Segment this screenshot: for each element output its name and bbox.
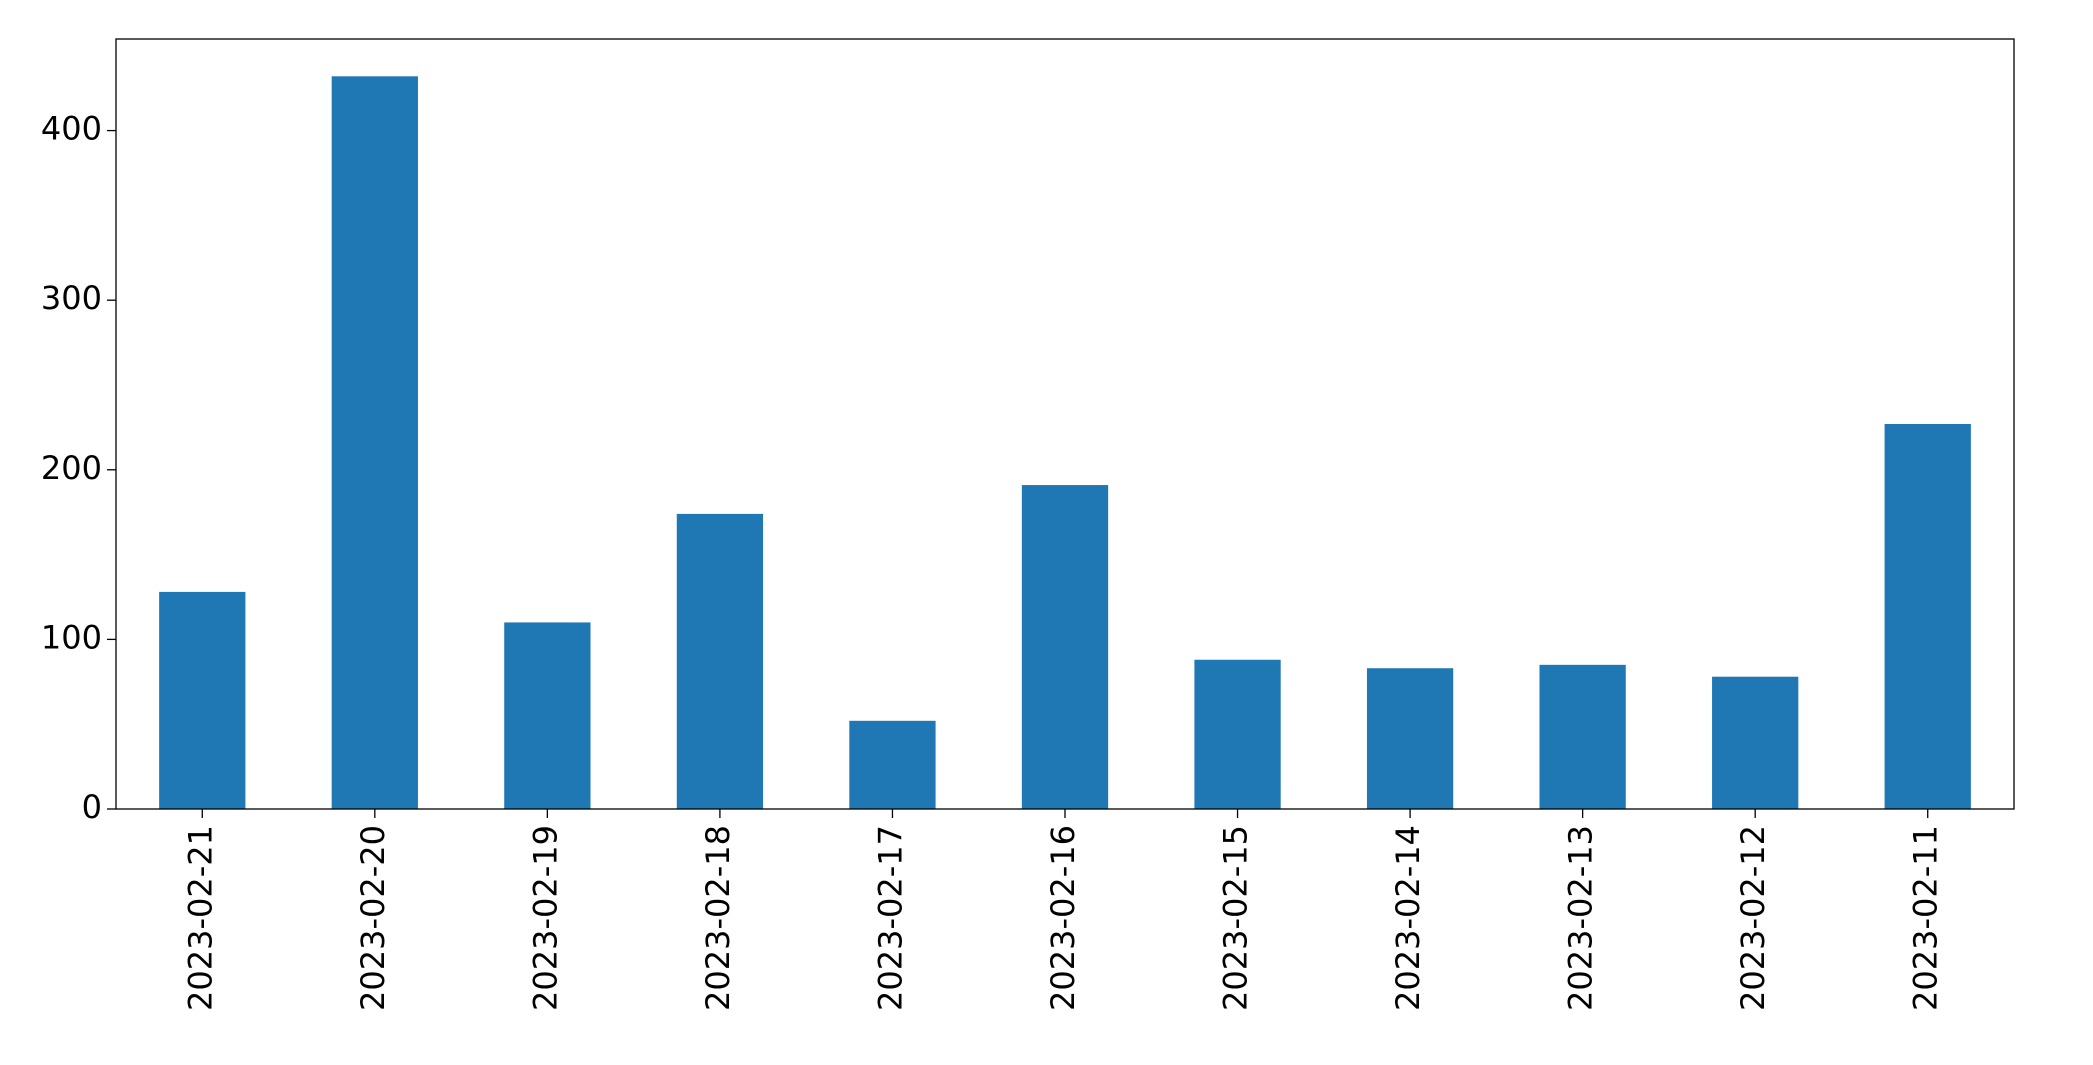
bar bbox=[849, 720, 936, 809]
bar bbox=[1021, 485, 1109, 809]
y-tick-label: 300 bbox=[41, 279, 102, 317]
y-tick-label: 100 bbox=[41, 618, 102, 656]
x-tick-label: 2023-02-21 bbox=[181, 825, 219, 1011]
bar bbox=[676, 513, 764, 809]
x-tick-label: 2023-02-11 bbox=[1907, 825, 1945, 1011]
x-tick-label: 2023-02-19 bbox=[526, 825, 564, 1011]
bar bbox=[1194, 659, 1281, 809]
x-tick-label: 2023-02-18 bbox=[699, 825, 737, 1011]
bar bbox=[1884, 424, 1971, 809]
x-tick-label: 2023-02-15 bbox=[1217, 825, 1255, 1011]
bar bbox=[1712, 676, 1799, 809]
bar bbox=[1539, 664, 1626, 809]
x-tick-label: 2023-02-14 bbox=[1389, 825, 1427, 1011]
bar bbox=[1366, 668, 1454, 809]
bar bbox=[504, 622, 591, 809]
y-tick-label: 400 bbox=[41, 110, 102, 148]
y-tick-label: 200 bbox=[41, 449, 102, 487]
x-tick-label: 2023-02-20 bbox=[354, 825, 392, 1011]
x-tick-label: 2023-02-16 bbox=[1044, 825, 1082, 1011]
plot-frame bbox=[115, 38, 2015, 810]
x-tick-label: 2023-02-17 bbox=[871, 825, 909, 1011]
y-tick-label: 0 bbox=[82, 788, 102, 826]
bar bbox=[159, 591, 246, 809]
x-tick-label: 2023-02-12 bbox=[1734, 825, 1772, 1011]
bar bbox=[331, 76, 418, 810]
x-tick-label: 2023-02-13 bbox=[1562, 825, 1600, 1011]
